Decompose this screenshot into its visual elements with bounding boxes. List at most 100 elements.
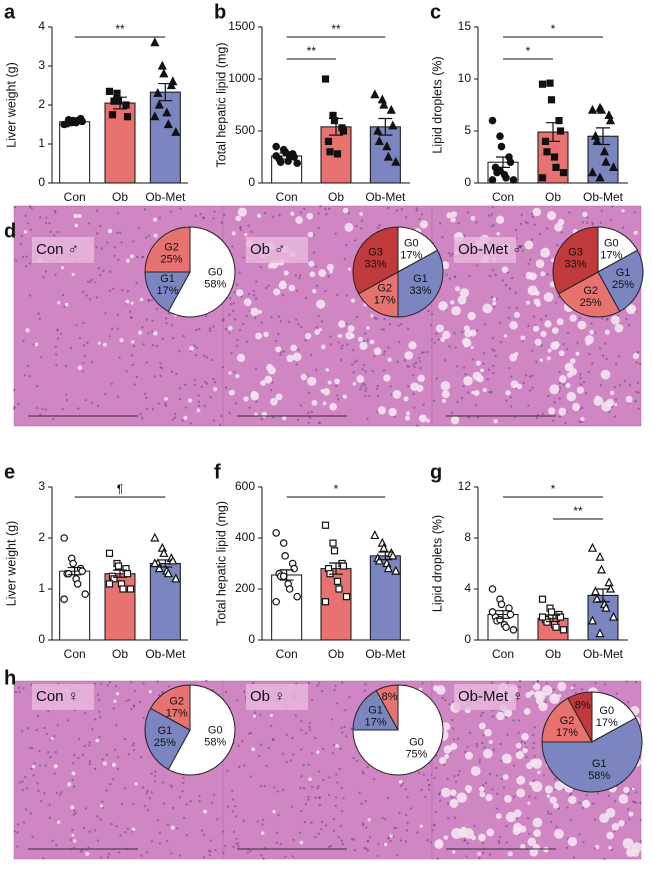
image-label: Ob ♂ <box>250 241 285 258</box>
nucleus <box>553 778 557 781</box>
nucleus <box>48 803 51 806</box>
nucleus <box>334 684 337 688</box>
nucleus <box>607 794 611 797</box>
nucleus <box>540 344 543 347</box>
nucleus <box>93 829 97 832</box>
nucleus <box>185 803 188 806</box>
lipid-droplet <box>269 397 278 406</box>
nucleus <box>481 784 485 787</box>
lipid-droplet <box>470 835 476 841</box>
nucleus <box>161 337 164 340</box>
nucleus <box>93 767 97 771</box>
nucleus <box>205 382 208 385</box>
nucleus <box>611 205 614 208</box>
nucleus <box>555 825 558 828</box>
nucleus <box>483 323 487 326</box>
significance-label: * <box>551 22 556 36</box>
data-point <box>595 551 605 561</box>
nucleus <box>324 207 327 211</box>
nucleus <box>553 401 556 404</box>
nucleus <box>497 841 501 844</box>
nucleus <box>254 317 257 320</box>
nucleus <box>36 782 39 785</box>
nucleus <box>106 855 110 859</box>
nucleus <box>167 684 171 688</box>
y-axis-label: Liver weight (g) <box>4 62 18 147</box>
nucleus <box>431 829 434 832</box>
nucleus <box>223 844 227 848</box>
nucleus <box>295 363 298 366</box>
nucleus <box>435 377 438 380</box>
data-point <box>272 529 280 537</box>
nucleus <box>304 732 308 735</box>
lipid-droplet <box>130 301 134 305</box>
nucleus <box>626 700 630 704</box>
nucleus <box>453 332 456 335</box>
lipid-droplet <box>476 374 484 383</box>
nucleus <box>263 784 266 788</box>
lipid-droplet <box>227 325 233 331</box>
lipid-droplet <box>290 344 298 352</box>
nucleus <box>132 240 135 243</box>
image-label-box <box>454 237 516 263</box>
nucleus <box>28 262 32 265</box>
nucleus <box>249 775 253 778</box>
nucleus <box>335 773 338 776</box>
lipid-droplet <box>454 286 461 292</box>
nucleus <box>302 786 306 790</box>
lipid-droplet <box>369 339 375 345</box>
data-point <box>382 141 392 151</box>
nucleus <box>302 763 305 767</box>
nucleus <box>417 356 421 360</box>
nucleus <box>605 357 608 361</box>
lipid-droplet <box>450 415 460 425</box>
significance-label: * <box>334 482 339 496</box>
lipid-droplet <box>441 398 446 403</box>
data-point <box>163 119 173 129</box>
nucleus <box>536 680 540 683</box>
nucleus <box>205 679 208 683</box>
nucleus <box>359 227 363 230</box>
nucleus <box>486 378 489 381</box>
lipid-droplet <box>25 328 30 333</box>
nucleus <box>506 681 509 684</box>
nucleus <box>213 210 216 213</box>
nucleus <box>325 213 328 216</box>
nucleus <box>79 850 83 853</box>
nucleus <box>32 774 35 777</box>
nucleus <box>335 702 339 705</box>
bar <box>59 121 91 184</box>
nucleus <box>576 341 579 345</box>
slice-value-label: 33% <box>565 259 587 271</box>
nucleus <box>246 851 250 854</box>
nucleus <box>32 343 35 346</box>
nucleus <box>91 360 94 363</box>
nucleus <box>375 387 379 391</box>
nucleus <box>292 838 295 842</box>
lipid-droplet <box>479 786 485 792</box>
nucleus <box>558 415 562 419</box>
nucleus <box>232 309 235 313</box>
nucleus <box>25 255 28 258</box>
nucleus <box>481 741 484 745</box>
nucleus <box>182 816 186 820</box>
nucleus <box>61 293 65 297</box>
nucleus <box>304 339 307 342</box>
nucleus <box>317 421 321 425</box>
nucleus <box>234 402 237 405</box>
nucleus <box>212 793 216 797</box>
lipid-droplet <box>338 320 346 328</box>
nucleus <box>147 331 150 335</box>
nucleus <box>132 802 135 806</box>
nucleus <box>81 290 85 294</box>
nucleus <box>198 327 201 331</box>
nucleus <box>585 794 588 797</box>
nucleus <box>108 335 111 338</box>
lipid-droplet <box>471 391 475 395</box>
nucleus <box>13 233 16 237</box>
data-point <box>110 97 118 105</box>
nucleus <box>504 283 508 287</box>
nucleus <box>314 836 317 839</box>
nucleus <box>166 823 170 826</box>
bar <box>149 91 181 184</box>
